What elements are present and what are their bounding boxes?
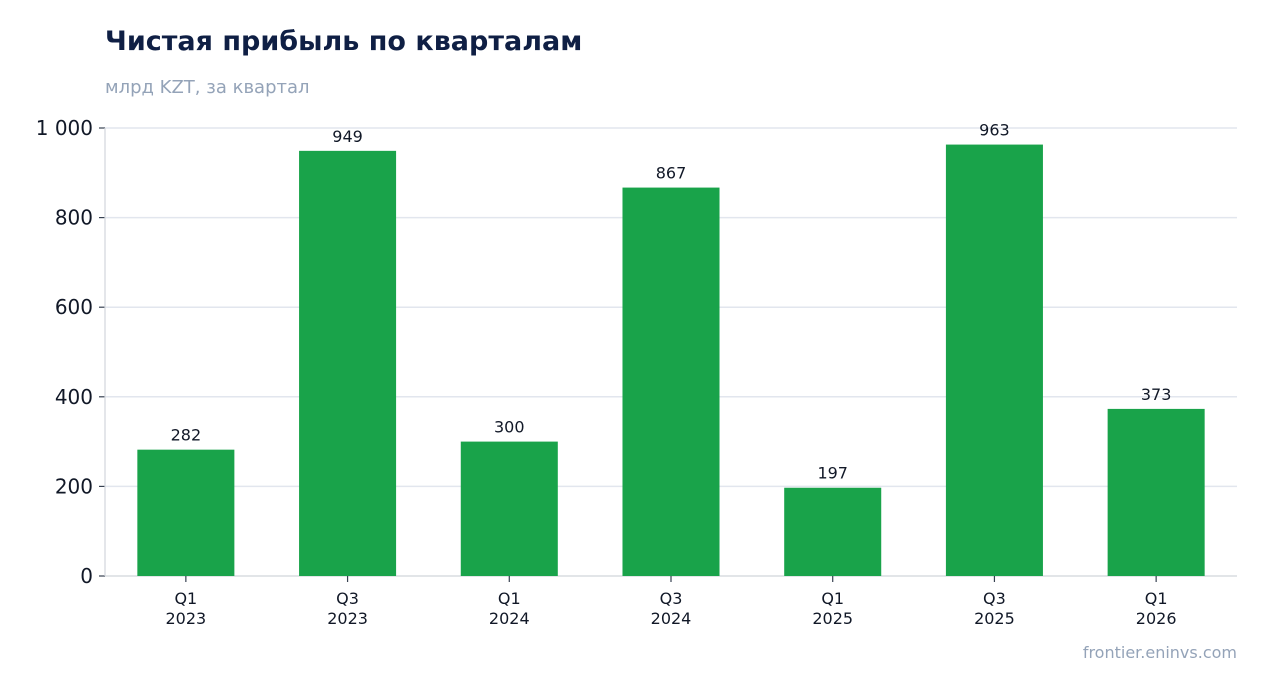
y-tick-label: 400 (55, 385, 93, 409)
y-tick-label: 0 (80, 564, 93, 588)
data-label-3: 300 (494, 418, 525, 437)
bar-7 (1107, 408, 1205, 576)
bar-4 (622, 187, 720, 577)
data-label-1: 282 (171, 426, 202, 445)
x-tick-label-4: Q3 2024 (651, 589, 692, 628)
x-tick-label-1: Q1 2023 (165, 589, 206, 628)
bar-6 (945, 144, 1043, 577)
chart-subtitle: млрд KZT, за квартал (105, 77, 310, 98)
data-label-7: 373 (1141, 385, 1172, 404)
bar-2 (299, 150, 397, 576)
bar-1 (137, 449, 235, 576)
data-label-5: 197 (817, 464, 848, 483)
y-tick-label: 200 (55, 474, 93, 498)
x-tick-label-2: Q3 2023 (327, 589, 368, 628)
y-tick-label: 1 000 (36, 116, 93, 140)
data-label-6: 963 (979, 121, 1010, 140)
bar-5 (784, 487, 882, 576)
chart-title: Чистая прибыль по кварталам (105, 26, 583, 57)
x-tick-label-6: Q3 2025 (974, 589, 1015, 628)
x-tick-label-3: Q1 2024 (489, 589, 530, 628)
y-tick-label: 800 (55, 206, 93, 230)
x-tick-label-7: Q1 2026 (1136, 589, 1177, 628)
y-tick-label: 600 (55, 295, 93, 319)
source-credit: frontier.eninvs.com (1082, 643, 1237, 662)
x-tick-label-5: Q1 2025 (812, 589, 853, 628)
bar-3 (460, 441, 558, 576)
data-label-2: 949 (332, 127, 363, 146)
data-label-4: 867 (656, 164, 687, 183)
